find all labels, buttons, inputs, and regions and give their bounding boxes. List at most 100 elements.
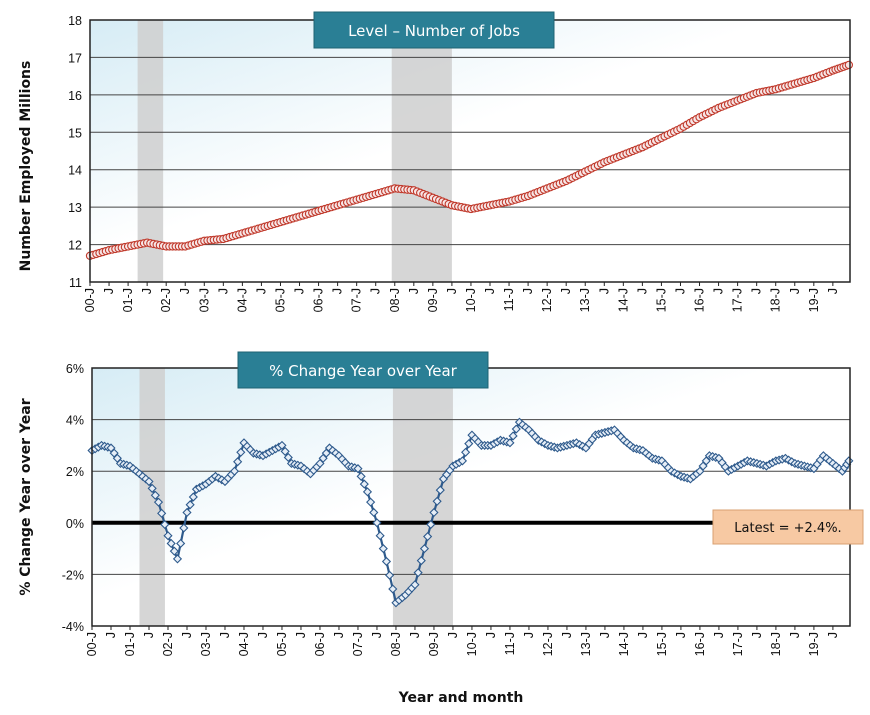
data-point [277, 440, 287, 450]
y-tick-label: 4% [66, 414, 84, 428]
data-point [169, 546, 179, 556]
data-point [356, 471, 366, 481]
x-tick-label: 06-J [312, 288, 326, 312]
latest-annotation-text: Latest = +2.4%. [734, 521, 841, 536]
x-tick-label: J [636, 632, 650, 638]
chart-title: Level – Number of Jobs [348, 22, 520, 40]
title-banner: Level – Number of Jobs [313, 11, 555, 49]
y-tick-label: -2% [62, 568, 84, 582]
chart-title: % Change Year over Year [269, 362, 458, 380]
x-tick-label: 06-J [313, 632, 327, 656]
data-point [353, 464, 363, 474]
x-tick-label: 00-J [83, 288, 97, 312]
y-tick-label: 0% [66, 517, 84, 531]
x-tick-label: J [369, 288, 383, 294]
y-axis-label: Number Employed Millions [18, 61, 34, 272]
x-tick-label: 02-J [159, 288, 173, 312]
data-point [153, 497, 164, 507]
data-point [283, 452, 293, 463]
x-tick-label: 17-J [731, 632, 745, 656]
data-point [163, 531, 173, 541]
x-tick-label: 03-J [199, 632, 213, 656]
data-point [369, 507, 379, 518]
level-chart-panel: 11 12 13 14 15 16 17 18 00-J J 01-J J 02-J J 03-J J 04-… [18, 11, 854, 312]
x-tick-label: J [673, 288, 687, 294]
x-tick-label: 16-J [693, 288, 707, 312]
x-tick-label: J [712, 632, 726, 638]
data-point [385, 570, 395, 580]
x-tick-label: 10-J [464, 288, 478, 312]
y-tick-label: 13 [68, 201, 82, 215]
data-point [160, 519, 170, 530]
x-tick-label: 12-J [541, 632, 555, 656]
data-point [166, 538, 176, 549]
y-axis-label: % Change Year over Year [18, 398, 34, 595]
data-point [172, 554, 183, 564]
x-tick-label: J [750, 288, 764, 294]
pct-change-series [87, 417, 854, 608]
y-tick-label: 17 [68, 51, 82, 65]
recession-band [137, 20, 164, 282]
x-tick-label: 16-J [693, 632, 707, 656]
x-tick-label: 10-J [465, 632, 479, 656]
data-point [457, 456, 468, 466]
data-point [157, 508, 167, 518]
data-point [464, 439, 474, 449]
data-point [419, 544, 430, 554]
x-tick-label: 08-J [388, 288, 402, 312]
data-point [144, 476, 154, 487]
y-tick-label: 6% [66, 362, 84, 376]
data-point [505, 438, 515, 448]
x-tick-label: 02-J [161, 632, 175, 656]
x-tick-label: J [216, 288, 230, 294]
y-tick-label: 12 [68, 239, 82, 253]
data-point [359, 479, 369, 489]
gridlines [92, 419, 850, 575]
x-tick-label: J [484, 632, 498, 638]
data-point [362, 487, 373, 497]
x-tick-label: 19-J [807, 632, 821, 656]
x-tick-label: J [180, 632, 194, 638]
x-tick-label: J [294, 632, 308, 638]
x-tick-label: J [446, 632, 460, 638]
x-tick-label: 13-J [578, 288, 592, 312]
x-tick-label: 18-J [769, 632, 783, 656]
data-point [435, 485, 445, 495]
recession-band [139, 368, 165, 626]
x-tick-label: 11-J [503, 632, 517, 655]
y-tick-label: 15 [68, 126, 82, 140]
x-axis-title: Year and month [398, 690, 524, 706]
data-point [236, 447, 246, 457]
x-tick-label: J [102, 288, 116, 294]
x-tick-label: J [712, 288, 726, 294]
x-tick-label: 00-J [85, 632, 99, 656]
data-point [429, 507, 439, 518]
x-tick-label: J [559, 288, 573, 294]
x-tick-label: 14-J [617, 632, 631, 656]
x-tick-label: J [635, 288, 649, 294]
data-point [508, 431, 518, 441]
data-point [378, 544, 388, 554]
y-axis-ticks: 11 12 13 14 15 16 17 18 [68, 14, 82, 290]
x-tick-label: 07-J [351, 632, 365, 656]
data-point [188, 492, 198, 502]
level-series [85, 60, 854, 260]
x-tick-label: 18-J [769, 288, 783, 312]
recession-shading [137, 20, 452, 282]
data-point [426, 519, 436, 530]
x-tick-label: 04-J [237, 632, 251, 656]
x-tick-label: 11-J [502, 288, 516, 311]
x-tick-label: J [254, 288, 268, 294]
x-tick-label: J [788, 632, 802, 638]
x-tick-label: J [256, 632, 270, 638]
x-tick-label: J [560, 632, 574, 638]
y-tick-label: 11 [69, 276, 82, 290]
x-tick-label: J [178, 288, 192, 294]
gridlines [90, 56, 850, 246]
x-tick-label: J [674, 632, 688, 638]
x-tick-label: 09-J [427, 632, 441, 656]
x-tick-label: J [521, 288, 535, 294]
data-point [366, 497, 376, 507]
x-tick-label: 08-J [389, 632, 403, 656]
